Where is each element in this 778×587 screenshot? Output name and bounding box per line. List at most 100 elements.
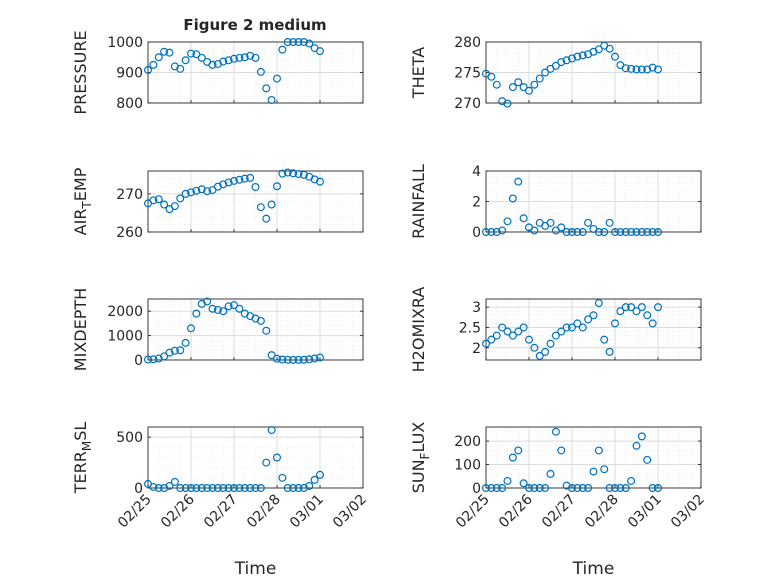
data-point <box>535 74 544 83</box>
y-tick-label: 2 <box>472 195 481 211</box>
data-point <box>573 52 582 61</box>
data-point <box>283 168 292 177</box>
data-point <box>653 484 662 493</box>
data-point <box>316 470 325 479</box>
data-point <box>562 228 571 237</box>
subplot-4: 0 2 4 RAINFALL <box>409 164 702 241</box>
x-tick-label: 02/28 <box>244 492 284 532</box>
data-point <box>170 346 179 355</box>
data-point <box>289 355 298 364</box>
data-point <box>508 83 517 92</box>
data-point <box>578 323 587 332</box>
data-point <box>165 348 174 357</box>
data-point <box>160 484 169 493</box>
data-point <box>149 60 158 69</box>
data-point <box>235 484 244 493</box>
data-point <box>165 481 174 490</box>
data-point <box>154 484 163 493</box>
x-tick-label: 03/01 <box>625 492 665 532</box>
data-point <box>514 446 523 455</box>
data-point <box>224 484 233 493</box>
data-point <box>610 228 619 237</box>
data-point <box>530 484 539 493</box>
data-point <box>294 484 303 493</box>
data-point <box>144 66 153 75</box>
data-point <box>546 469 555 478</box>
y-axis-label: MIXDEPTH <box>71 288 90 371</box>
data-point <box>584 315 593 324</box>
data-point <box>594 446 603 455</box>
data-point <box>278 45 287 54</box>
data-point <box>648 228 657 237</box>
data-point <box>262 214 271 223</box>
data-series <box>482 299 662 360</box>
data-point <box>567 484 576 493</box>
x-tick-label: 02/27 <box>539 492 579 532</box>
data-point <box>262 458 271 467</box>
data-point <box>557 446 566 455</box>
data-point <box>170 477 179 486</box>
data-point <box>600 228 609 237</box>
data-point <box>267 351 276 360</box>
data-series <box>144 297 325 364</box>
data-point <box>600 335 609 344</box>
data-point <box>197 185 206 194</box>
y-tick-label: 280 <box>454 35 481 51</box>
data-point <box>637 432 646 441</box>
major-grid <box>486 299 701 360</box>
axes-box <box>485 426 702 489</box>
x-tick-label: 03/01 <box>287 492 327 532</box>
data-point <box>584 484 593 493</box>
data-point <box>267 95 276 104</box>
data-point <box>246 173 255 182</box>
data-point <box>503 217 512 226</box>
data-point <box>149 355 158 364</box>
data-point <box>594 45 603 54</box>
data-point <box>230 176 239 185</box>
data-point <box>519 83 528 92</box>
data-point <box>610 484 619 493</box>
data-point <box>589 311 598 320</box>
data-point <box>283 37 292 46</box>
data-point <box>289 484 298 493</box>
data-point <box>557 223 566 232</box>
data-point <box>246 484 255 493</box>
data-point <box>230 54 239 63</box>
data-point <box>267 426 276 435</box>
data-point <box>627 228 636 237</box>
data-point <box>267 200 276 209</box>
data-point <box>605 44 614 53</box>
data-point <box>299 37 308 46</box>
data-point <box>316 177 325 186</box>
y-tick-label: 275 <box>454 66 481 82</box>
data-point <box>208 484 217 493</box>
axes-box <box>147 426 364 489</box>
data-series <box>482 177 662 237</box>
data-point <box>557 327 566 336</box>
data-point <box>224 178 233 187</box>
data-point <box>192 50 201 59</box>
data-point <box>294 170 303 179</box>
data-point <box>208 60 217 69</box>
figure-title: Figure 2 medium <box>183 16 326 34</box>
data-point <box>492 80 501 89</box>
data-point <box>567 54 576 63</box>
data-point <box>530 80 539 89</box>
data-point <box>316 47 325 56</box>
data-point <box>192 186 201 195</box>
data-point <box>487 72 496 81</box>
data-point <box>643 455 652 464</box>
data-point <box>578 484 587 493</box>
data-point <box>482 228 491 237</box>
data-point <box>637 65 646 74</box>
data-point <box>251 484 260 493</box>
data-point <box>621 303 630 312</box>
data-point <box>605 347 614 356</box>
data-point <box>627 303 636 312</box>
data-point <box>181 484 190 493</box>
data-point <box>197 484 206 493</box>
y-tick-label: 260 <box>116 225 143 241</box>
data-point <box>294 355 303 364</box>
data-point <box>230 484 239 493</box>
data-point <box>160 200 169 209</box>
